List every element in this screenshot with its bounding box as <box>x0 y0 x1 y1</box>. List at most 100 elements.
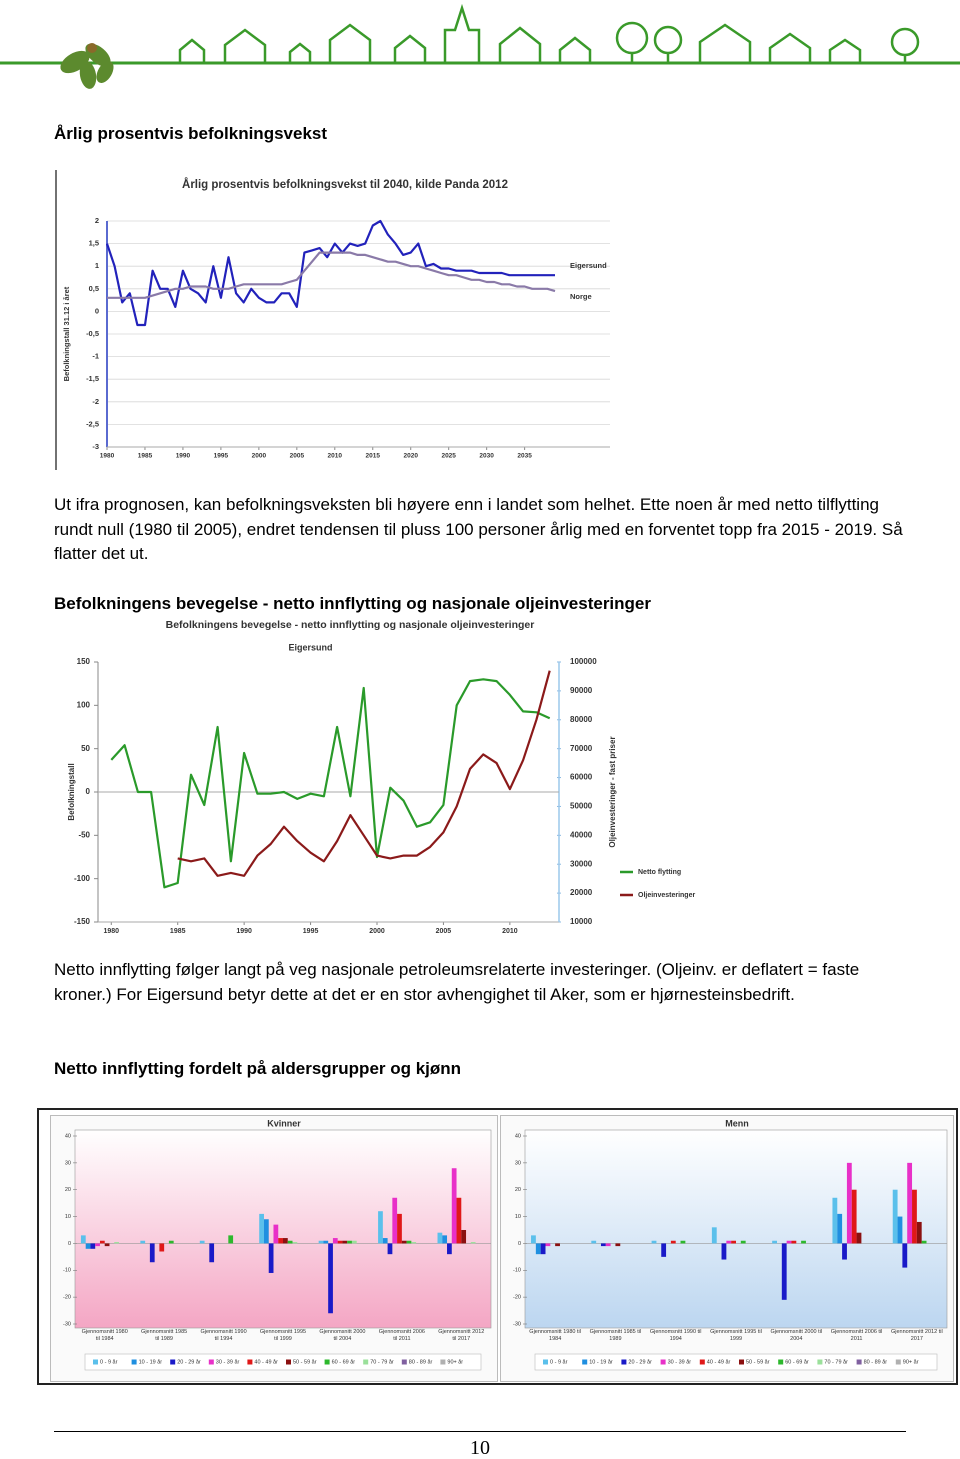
data-line <box>107 251 556 299</box>
oak-leaves <box>60 43 114 89</box>
y2-tick-label: 70000 <box>570 744 593 753</box>
legend-label: 0 - 9 år <box>550 1358 568 1365</box>
bar <box>411 1242 417 1244</box>
legend-swatch <box>621 1359 627 1365</box>
y-tick-label: -10 <box>63 1268 71 1274</box>
y-tick-label: 0 <box>95 306 99 315</box>
bar <box>437 1232 443 1244</box>
section-heading: Årlig prosentvis befolkningsvekst <box>54 124 328 143</box>
bar <box>470 1242 476 1244</box>
bar <box>382 1238 388 1244</box>
section-heading: Netto innflytting fordelt på aldersgrupp… <box>54 1059 462 1078</box>
data-line <box>177 670 551 877</box>
y-tick-label: 1 <box>95 261 99 270</box>
legend-swatch <box>401 1359 407 1365</box>
bar <box>661 1243 667 1257</box>
chart-frame <box>37 1108 958 1385</box>
bar <box>591 1240 597 1244</box>
legend-label: 40 - 49 år <box>254 1358 278 1365</box>
bar <box>555 1243 560 1247</box>
legend-swatch <box>170 1359 176 1365</box>
bar <box>401 1240 407 1244</box>
bar <box>781 1243 787 1300</box>
section-heading: Befolkningens bevegelse - netto innflytt… <box>54 594 651 613</box>
plot-area <box>524 1129 948 1329</box>
legend-label: 50 - 59 år <box>293 1358 317 1365</box>
y-tick-label: -100 <box>74 874 91 883</box>
data-line <box>105 219 555 327</box>
bar <box>159 1243 165 1252</box>
x-tick-label: Gjennomsnitt 2012 til 2017 <box>891 1329 943 1342</box>
bar <box>292 1242 298 1244</box>
y-tick-label: 10 <box>515 1214 521 1220</box>
bar <box>801 1240 806 1244</box>
bar <box>842 1243 847 1260</box>
bar <box>392 1197 398 1244</box>
legend-label: 50 - 59 år <box>746 1358 770 1365</box>
legend-label: Norge <box>570 292 592 301</box>
x-tick-label: 1980 <box>100 453 115 460</box>
x-tick-label: 1985 <box>138 453 153 460</box>
bar <box>772 1240 777 1244</box>
x-tick-label: Gjennomsnitt 1980 til 1984 <box>81 1329 128 1342</box>
bar <box>332 1238 338 1244</box>
legend-swatch <box>699 1359 705 1365</box>
chart-svg: Kvinner -30 -20 -10 0 10 20 30 40 0 - 9 år 10 - 19… <box>63 1118 492 1371</box>
bar <box>90 1243 96 1249</box>
legend-label: Netto flytting <box>638 869 681 876</box>
bar <box>540 1243 546 1255</box>
chart-svg: Årlig prosentvis befolkningsvekst til 20… <box>55 170 610 470</box>
x-tick-label: 2000 <box>369 928 385 935</box>
x-tick-label: 2010 <box>502 928 518 935</box>
legend-swatch <box>778 1359 784 1365</box>
footer-rule <box>54 1431 906 1432</box>
bar <box>378 1211 383 1244</box>
y2-axis-label: Oljeinvesteringer - fast priser <box>608 736 617 847</box>
y2-tick-label: 100000 <box>570 657 597 666</box>
chart-svg: Menn -30 -20 -10 0 10 20 30 40 0 - 9 år 10 - 19 år… <box>513 1118 948 1371</box>
page-number: 10 <box>470 1437 490 1459</box>
y-tick-label: -1,5 <box>86 374 99 383</box>
bar <box>600 1243 606 1247</box>
bar <box>442 1235 448 1244</box>
legend-swatch <box>739 1359 744 1365</box>
bar <box>228 1235 234 1244</box>
bar <box>397 1213 402 1244</box>
y-tick-label: -30 <box>513 1321 521 1327</box>
bar <box>711 1227 717 1244</box>
y2-tick-label: 30000 <box>570 859 593 868</box>
bar <box>168 1240 174 1244</box>
bar <box>80 1235 86 1244</box>
y-tick-label: -150 <box>74 917 91 926</box>
x-tick-label: 1980 <box>103 928 119 935</box>
bar <box>278 1238 283 1244</box>
y2-tick-label: 50000 <box>570 802 593 811</box>
bar <box>209 1243 215 1263</box>
legend-label: 80 - 89 år <box>864 1358 888 1365</box>
y-tick-label: 0 <box>86 787 91 796</box>
bar <box>651 1240 657 1244</box>
bar <box>897 1216 903 1244</box>
y-tick-label: 0 <box>68 1241 71 1247</box>
x-tick-label: Gjennomsnitt 2006 til 2011 <box>830 1329 883 1342</box>
x-tick-label: 1990 <box>176 453 191 460</box>
bar <box>916 1221 922 1244</box>
building-silhouette <box>178 3 862 62</box>
chart-subtitle: Eigersund <box>288 642 332 652</box>
x-tick-label: Gjennomsnitt 2006 til 2011 <box>378 1329 425 1342</box>
chart: Menn -30 -20 -10 0 10 20 30 40 0 - 9 år 10 - 19 år… <box>500 1115 954 1382</box>
y-tick-label: 150 <box>77 657 91 666</box>
bar <box>851 1189 857 1244</box>
legend-label: Eigersund <box>570 261 607 270</box>
bar <box>406 1240 412 1244</box>
chart: Årlig prosentvis befolkningsvekst til 20… <box>55 170 610 470</box>
chart-title: Årlig prosentvis befolkningsvekst til 20… <box>182 178 508 191</box>
legend-swatch <box>440 1359 446 1365</box>
y2-tick-label: 40000 <box>570 830 593 839</box>
bar <box>786 1240 792 1244</box>
legend-swatch <box>895 1359 901 1365</box>
chart-title: Kvinner <box>267 1118 301 1128</box>
bar <box>856 1232 862 1244</box>
bar <box>921 1240 927 1244</box>
